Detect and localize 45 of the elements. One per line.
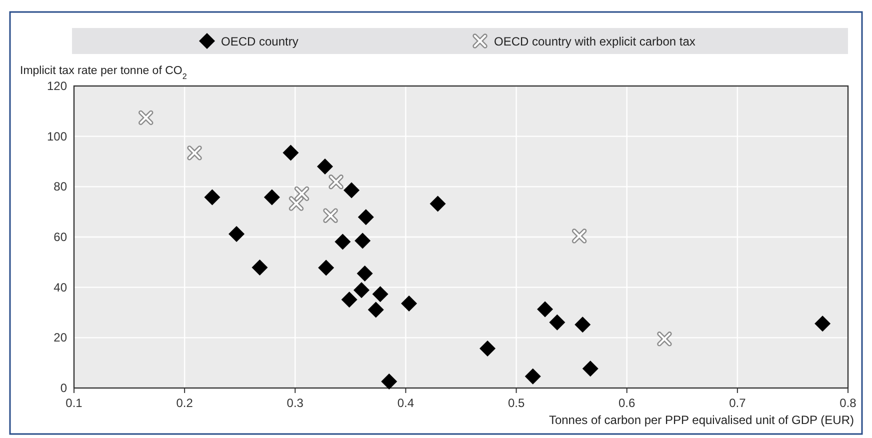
point <box>381 373 398 390</box>
point <box>430 196 446 212</box>
point <box>354 232 371 249</box>
point <box>282 144 299 161</box>
y-tick-label: 100 <box>46 129 68 144</box>
point <box>582 360 598 377</box>
point <box>574 316 591 333</box>
y-tick-label: 80 <box>54 180 68 194</box>
legend-label: OECD country <box>221 34 298 48</box>
point <box>341 292 358 308</box>
x-tick-label: 0.8 <box>840 396 857 410</box>
point <box>814 316 831 332</box>
y-tick-label: 40 <box>54 280 68 294</box>
x-axis-title: Tonnes of carbon per PPP equivalised unit of GDP (EUR) <box>548 413 854 427</box>
x-tick-label: 0.3 <box>286 396 304 410</box>
point <box>372 286 388 302</box>
x-tick-label: 0.7 <box>729 396 746 410</box>
x-tick-label: 0.2 <box>176 396 194 410</box>
point <box>358 209 374 226</box>
point <box>264 189 280 206</box>
point <box>353 282 370 298</box>
point <box>537 301 554 318</box>
point <box>480 340 496 356</box>
point <box>524 368 541 384</box>
point <box>252 259 268 276</box>
point <box>356 265 373 282</box>
point <box>549 314 566 330</box>
y-tick-label: 0 <box>60 381 68 395</box>
point <box>401 295 418 312</box>
point <box>318 260 334 276</box>
point <box>316 158 333 175</box>
point <box>204 189 220 206</box>
x-tick-label: 0.4 <box>397 396 414 410</box>
legend-label: OECD country with explicit carbon tax <box>494 34 696 48</box>
x-tick-label: 0.6 <box>618 396 636 410</box>
point <box>344 182 360 198</box>
point <box>334 234 351 250</box>
x-tick-label: 0.5 <box>508 396 525 410</box>
point <box>228 226 245 242</box>
point <box>368 302 384 318</box>
x-tick-label: 0.1 <box>66 396 83 410</box>
y-tick-label: 120 <box>46 79 68 93</box>
y-tick-label: 20 <box>54 330 68 345</box>
y-axis-title: Implicit tax rate per tonne of CO$_{2}$ <box>20 65 188 80</box>
y-tick-label: 60 <box>54 230 68 244</box>
